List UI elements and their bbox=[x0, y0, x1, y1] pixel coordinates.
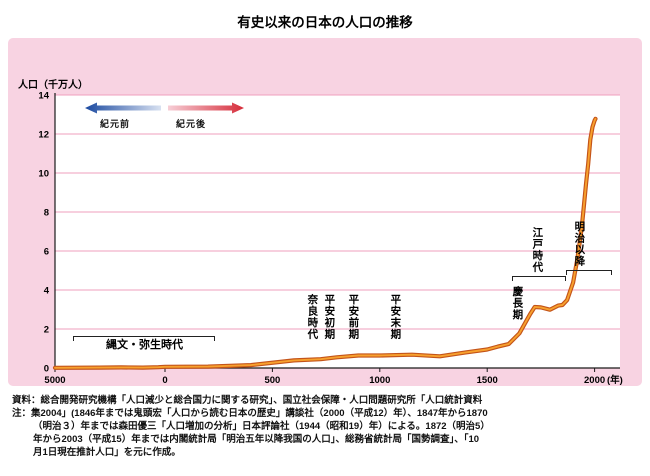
y-tick-label: 6 bbox=[44, 247, 49, 258]
era-bracket-edo bbox=[512, 276, 566, 281]
era-label-jomon-yayoi: 縄文・弥生時代 bbox=[106, 339, 183, 351]
era-bracket-meiji bbox=[566, 270, 612, 275]
source-notes: 資料：総合開発研究機構「人口減少と総合国力に関する研究」、国立社会保障・人口問題… bbox=[12, 394, 642, 459]
x-tick-label: 2000 bbox=[584, 375, 605, 386]
x-tick-label: 5000 bbox=[44, 375, 65, 386]
y-tick-label: 14 bbox=[38, 91, 49, 102]
x-tick-label: 1000 bbox=[369, 375, 390, 386]
note-line: 注：集2004」(1846年までは鬼頭宏「人口から読む日本の歴史」講談社（200… bbox=[12, 408, 488, 419]
note-line: 資料：総合開発研究機構「人口減少と総合国力に関する研究」、国立社会保障・人口問題… bbox=[12, 395, 483, 406]
population-line bbox=[54, 117, 597, 369]
x-tick-label: 500 bbox=[264, 375, 280, 386]
ad-arrow-label: 紀元後 bbox=[176, 119, 207, 129]
era-label-heian-makki: 平安末期 bbox=[389, 294, 402, 340]
ad-arrow-icon bbox=[168, 102, 244, 114]
era-label-edo: 江戸時代 bbox=[531, 227, 544, 273]
era-label-meiji: 明治以降 bbox=[573, 221, 586, 267]
bc-arrow-label: 紀元前 bbox=[100, 119, 131, 129]
y-tick-label: 0 bbox=[44, 364, 49, 375]
x-tick-label: 1500 bbox=[477, 375, 498, 386]
era-label-nara: 奈良時代 bbox=[306, 294, 319, 340]
note-line: 年から2003（平成15）年までは内閣統計局「明治五年以降我国の人口」、総務省統… bbox=[33, 434, 480, 445]
x-tick-label: 0 bbox=[162, 375, 167, 386]
era-label-heian-shoki: 平安初期 bbox=[323, 294, 336, 340]
page-title: 有史以来の日本の人口の推移 bbox=[237, 15, 413, 30]
note-line: 月1日現在推計人口」を元に作成。 bbox=[33, 447, 181, 458]
era-bracket-jomon-yayoi bbox=[73, 336, 215, 341]
chart-panel: 人口（千万人） 0 2 4 6 8 10 12 14 5000 0 500 1000 1500 2000(… bbox=[8, 38, 642, 386]
y-tick-label: 4 bbox=[44, 286, 50, 297]
era-label-heian-zenki: 平安前期 bbox=[347, 294, 360, 340]
era-label-keicho: 慶長期 bbox=[511, 286, 524, 321]
y-tick-label: 12 bbox=[38, 130, 49, 141]
x-axis-unit-label: (年) bbox=[607, 374, 623, 386]
bc-arrow-icon bbox=[85, 102, 161, 114]
y-tick-label: 2 bbox=[44, 325, 49, 336]
y-tick-label: 10 bbox=[38, 169, 49, 180]
note-line: （明治３）年までは森田優三「人口増加の分析」日本評論社（1944（昭和19）年）… bbox=[33, 421, 490, 432]
y-axis-title: 人口（千万人） bbox=[18, 80, 88, 91]
y-tick-label: 8 bbox=[44, 208, 49, 219]
